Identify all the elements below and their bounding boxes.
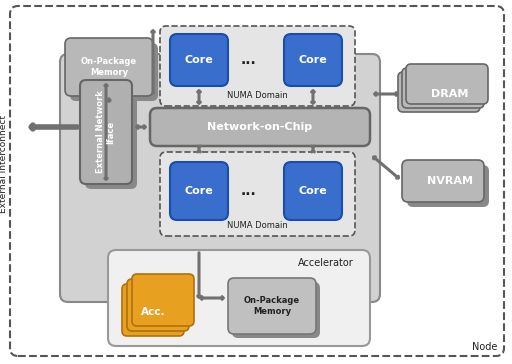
FancyBboxPatch shape xyxy=(150,108,370,146)
Text: Core: Core xyxy=(185,55,214,65)
FancyBboxPatch shape xyxy=(284,162,342,220)
Text: Core: Core xyxy=(185,186,214,196)
Text: Core: Core xyxy=(298,186,327,196)
FancyBboxPatch shape xyxy=(228,278,316,334)
Text: ...: ... xyxy=(240,184,256,198)
Text: NUMA Domain: NUMA Domain xyxy=(227,91,287,100)
FancyBboxPatch shape xyxy=(80,80,132,184)
Text: On-Package
Memory: On-Package Memory xyxy=(244,296,300,316)
FancyBboxPatch shape xyxy=(232,282,320,338)
FancyBboxPatch shape xyxy=(407,165,489,207)
Text: On-Package
Memory: On-Package Memory xyxy=(81,57,137,77)
FancyBboxPatch shape xyxy=(160,152,355,236)
FancyBboxPatch shape xyxy=(65,38,153,96)
FancyBboxPatch shape xyxy=(284,34,342,86)
Text: External Interconnect: External Interconnect xyxy=(0,115,9,213)
FancyBboxPatch shape xyxy=(60,54,380,302)
Text: Accelerator: Accelerator xyxy=(298,258,354,268)
FancyBboxPatch shape xyxy=(127,279,189,331)
FancyBboxPatch shape xyxy=(160,26,355,106)
Text: Node: Node xyxy=(472,342,497,352)
Text: DRAM: DRAM xyxy=(431,89,468,99)
Text: Acc.: Acc. xyxy=(141,307,165,317)
Text: NVRAM: NVRAM xyxy=(427,176,473,186)
FancyBboxPatch shape xyxy=(170,34,228,86)
Text: NUMA Domain: NUMA Domain xyxy=(227,221,287,230)
FancyBboxPatch shape xyxy=(85,85,137,189)
FancyBboxPatch shape xyxy=(402,160,484,202)
Text: Network-on-Chip: Network-on-Chip xyxy=(207,122,312,132)
FancyBboxPatch shape xyxy=(70,43,158,101)
Text: External Network
Iface: External Network Iface xyxy=(96,91,116,173)
Text: ...: ... xyxy=(240,53,256,67)
FancyBboxPatch shape xyxy=(402,68,484,108)
FancyBboxPatch shape xyxy=(10,6,504,356)
FancyBboxPatch shape xyxy=(170,162,228,220)
FancyBboxPatch shape xyxy=(398,72,480,112)
FancyBboxPatch shape xyxy=(122,284,184,336)
FancyBboxPatch shape xyxy=(108,250,370,346)
Text: Core: Core xyxy=(298,55,327,65)
FancyBboxPatch shape xyxy=(406,64,488,104)
FancyBboxPatch shape xyxy=(132,274,194,326)
